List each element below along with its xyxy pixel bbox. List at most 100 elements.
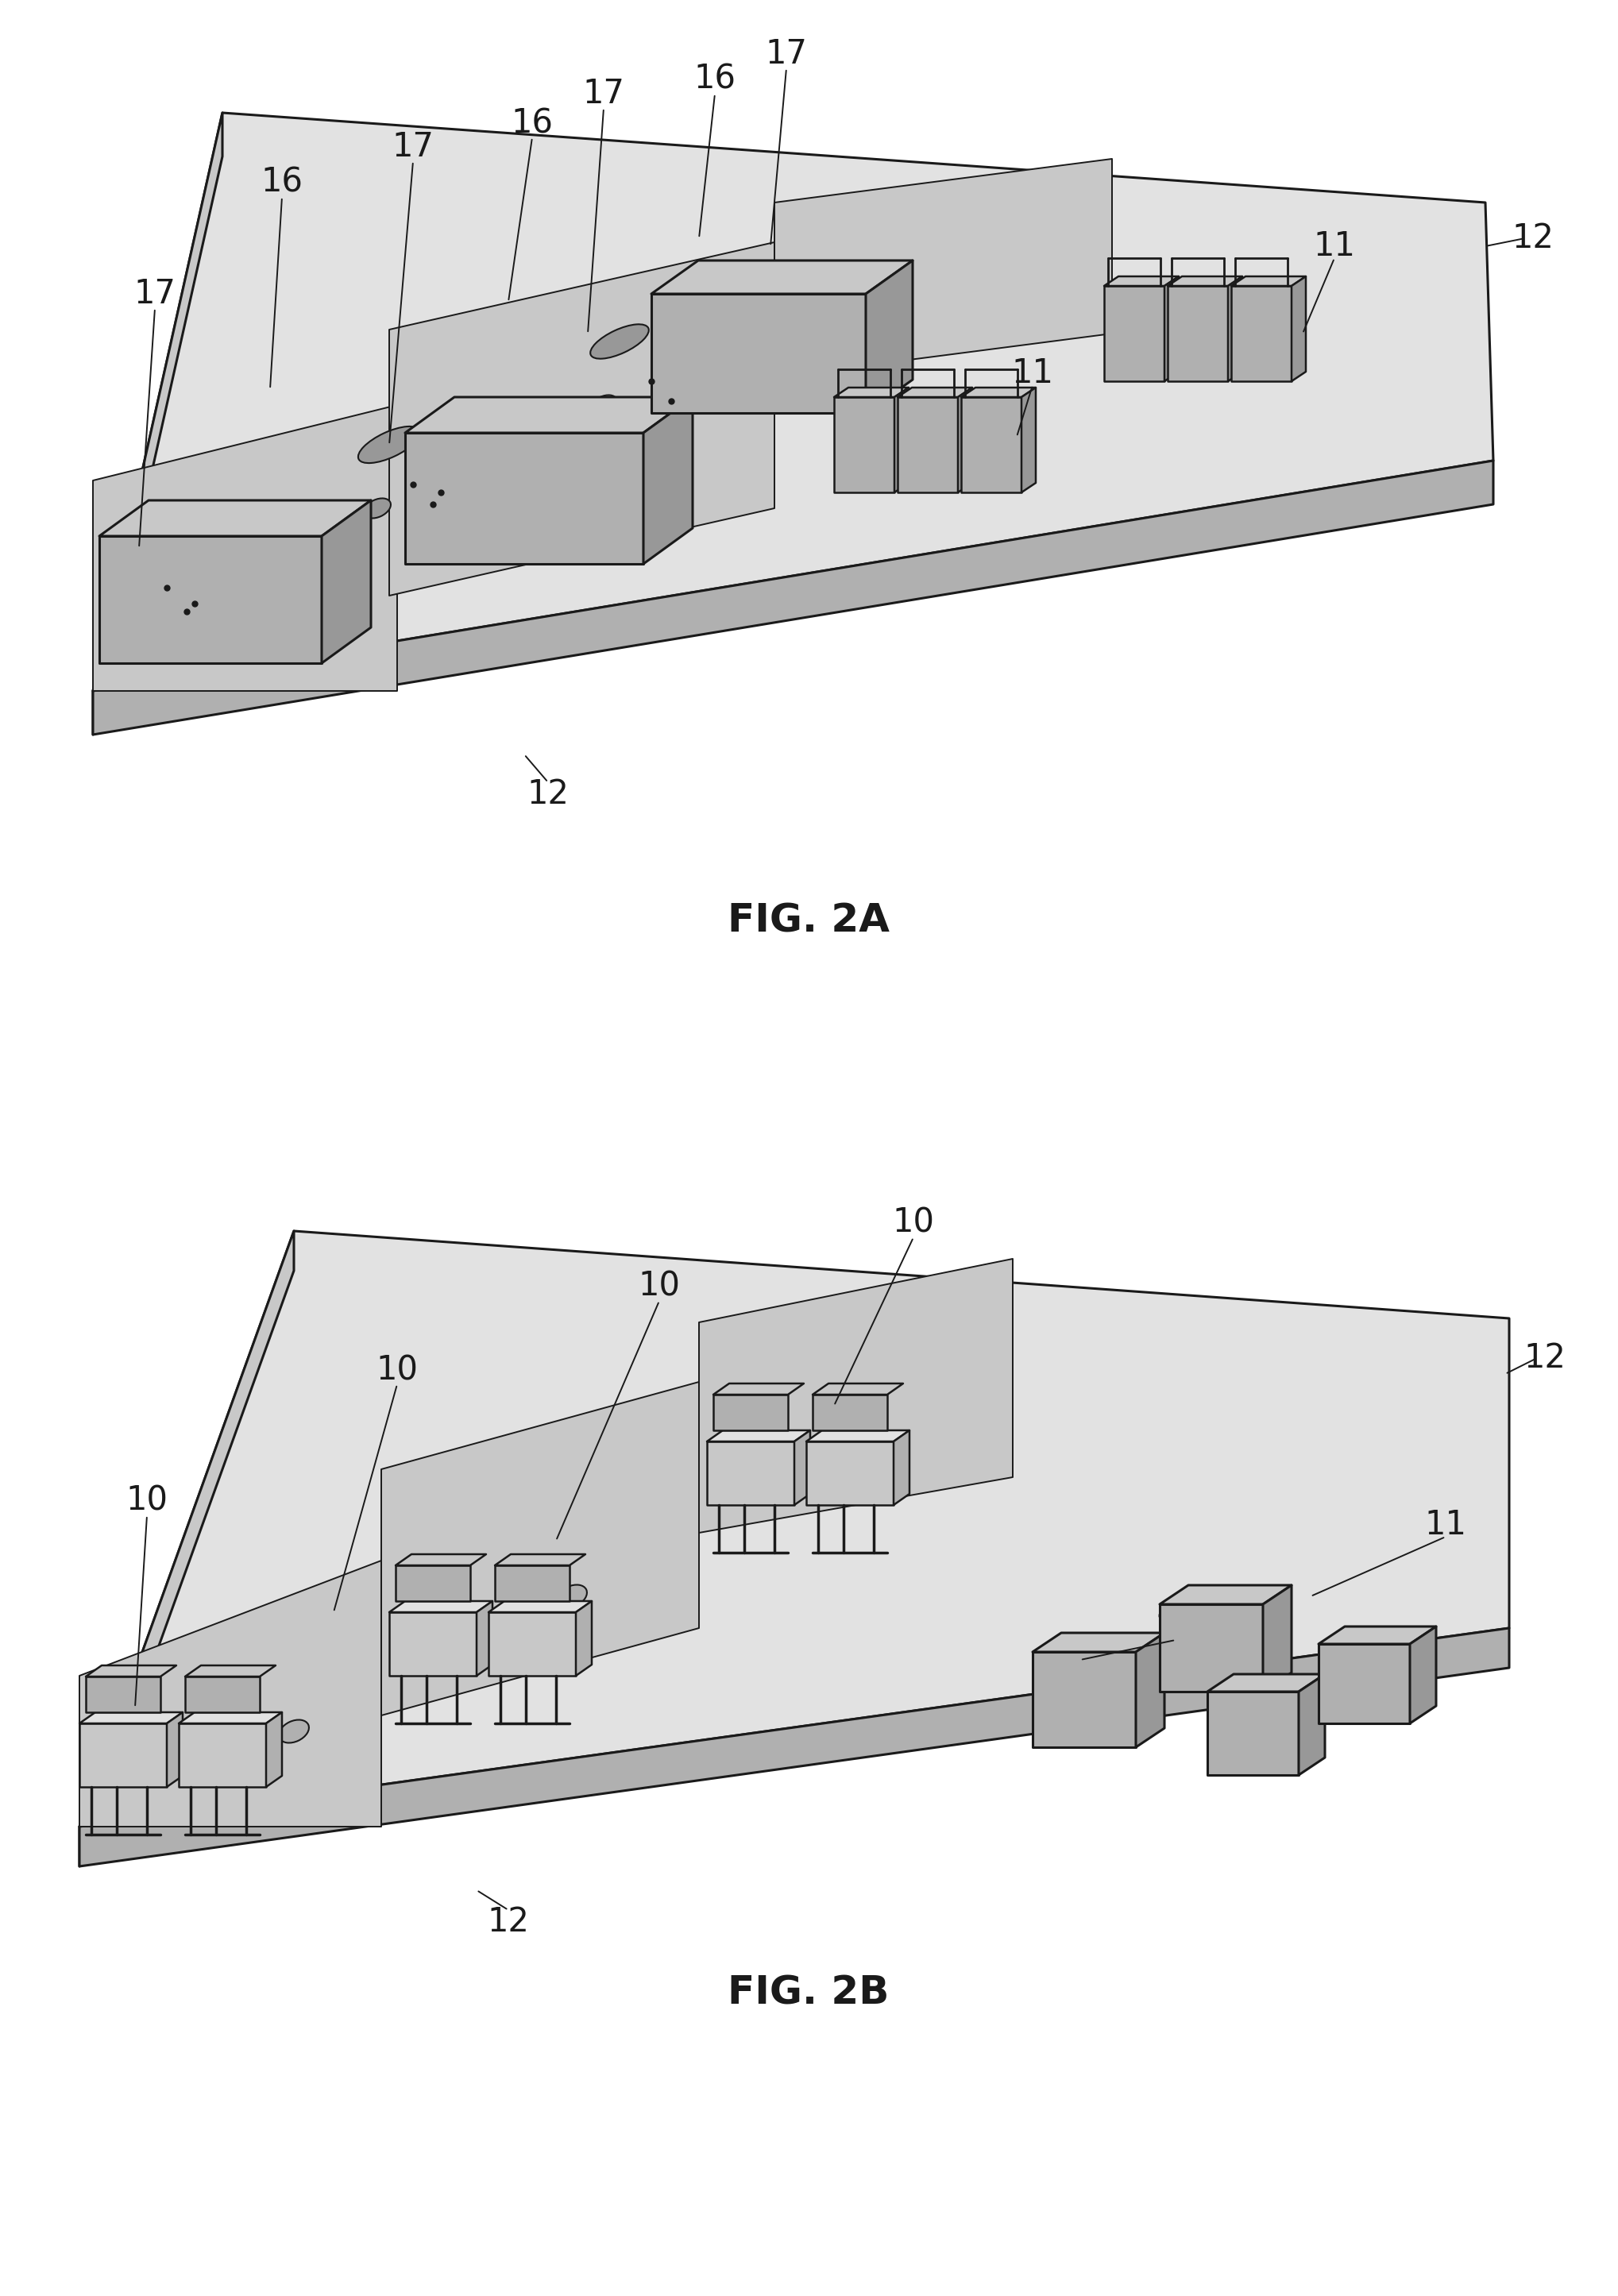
- Polygon shape: [775, 158, 1112, 377]
- Polygon shape: [1231, 276, 1306, 287]
- Ellipse shape: [591, 395, 616, 416]
- Polygon shape: [489, 1600, 592, 1612]
- Polygon shape: [707, 1442, 794, 1504]
- Polygon shape: [1160, 1605, 1264, 1692]
- Text: 11: 11: [1155, 1612, 1197, 1644]
- Polygon shape: [794, 1430, 811, 1504]
- Polygon shape: [644, 397, 693, 565]
- Polygon shape: [382, 1382, 699, 1715]
- Polygon shape: [961, 388, 1036, 397]
- Polygon shape: [833, 397, 895, 491]
- Polygon shape: [1103, 276, 1180, 287]
- Polygon shape: [79, 1231, 1510, 1828]
- Polygon shape: [99, 501, 371, 535]
- Polygon shape: [1207, 1674, 1325, 1692]
- Polygon shape: [1207, 1692, 1299, 1775]
- Polygon shape: [184, 1665, 275, 1676]
- Polygon shape: [812, 1394, 887, 1430]
- Polygon shape: [404, 397, 693, 434]
- Polygon shape: [866, 259, 913, 413]
- Ellipse shape: [278, 1720, 309, 1743]
- Polygon shape: [898, 397, 958, 491]
- Text: 17: 17: [765, 37, 807, 71]
- Polygon shape: [895, 388, 909, 491]
- Text: 12: 12: [487, 1906, 529, 1938]
- Text: 16: 16: [694, 62, 736, 96]
- Polygon shape: [86, 1665, 176, 1676]
- Ellipse shape: [358, 427, 421, 464]
- Polygon shape: [1264, 1584, 1291, 1692]
- Text: 17: 17: [392, 131, 434, 163]
- Text: 17: 17: [134, 278, 176, 310]
- Polygon shape: [707, 1430, 811, 1442]
- Polygon shape: [79, 1713, 183, 1724]
- Polygon shape: [714, 1394, 788, 1430]
- Text: 12: 12: [527, 778, 570, 810]
- Text: 17: 17: [582, 78, 625, 110]
- Polygon shape: [1032, 1632, 1165, 1651]
- Polygon shape: [1409, 1626, 1437, 1724]
- Polygon shape: [1032, 1651, 1136, 1747]
- Polygon shape: [806, 1430, 909, 1442]
- Polygon shape: [1228, 276, 1243, 381]
- Text: 10: 10: [126, 1483, 168, 1518]
- Polygon shape: [390, 1600, 492, 1612]
- Polygon shape: [576, 1600, 592, 1676]
- Polygon shape: [495, 1566, 570, 1600]
- Polygon shape: [812, 1384, 903, 1394]
- Polygon shape: [1168, 276, 1243, 287]
- Polygon shape: [1103, 287, 1165, 381]
- Polygon shape: [477, 1600, 492, 1676]
- Polygon shape: [833, 388, 909, 397]
- Polygon shape: [1291, 276, 1306, 381]
- Polygon shape: [961, 397, 1021, 491]
- Text: 16: 16: [260, 165, 303, 200]
- Polygon shape: [92, 461, 1493, 735]
- Polygon shape: [167, 1713, 183, 1786]
- Text: 12: 12: [1524, 1341, 1566, 1375]
- Polygon shape: [699, 1258, 1013, 1534]
- Text: 12: 12: [1511, 223, 1553, 255]
- Polygon shape: [958, 388, 972, 491]
- Polygon shape: [652, 259, 913, 294]
- Polygon shape: [86, 1676, 160, 1713]
- Text: 11: 11: [1011, 356, 1053, 390]
- Polygon shape: [92, 404, 396, 691]
- Polygon shape: [79, 1724, 167, 1786]
- Polygon shape: [1160, 1584, 1291, 1605]
- Text: 11: 11: [1424, 1508, 1466, 1541]
- Polygon shape: [898, 388, 972, 397]
- Polygon shape: [1021, 388, 1036, 491]
- Polygon shape: [1231, 287, 1291, 381]
- Polygon shape: [79, 1628, 1510, 1867]
- Polygon shape: [1319, 1644, 1409, 1724]
- Text: FIG. 2A: FIG. 2A: [728, 902, 890, 941]
- Polygon shape: [395, 1566, 471, 1600]
- Polygon shape: [322, 501, 371, 664]
- Polygon shape: [714, 1384, 804, 1394]
- Text: 10: 10: [637, 1270, 680, 1304]
- Polygon shape: [1319, 1626, 1437, 1644]
- Polygon shape: [1165, 276, 1180, 381]
- Polygon shape: [395, 1554, 485, 1566]
- Polygon shape: [404, 434, 644, 565]
- Polygon shape: [390, 1612, 477, 1676]
- Polygon shape: [178, 1724, 265, 1786]
- Polygon shape: [92, 113, 1493, 691]
- Text: 11: 11: [1314, 230, 1356, 262]
- Polygon shape: [489, 1612, 576, 1676]
- Ellipse shape: [557, 1584, 587, 1607]
- Text: 10: 10: [375, 1352, 417, 1387]
- Ellipse shape: [364, 498, 392, 519]
- Polygon shape: [1168, 287, 1228, 381]
- Polygon shape: [79, 1231, 294, 1867]
- Polygon shape: [92, 113, 222, 735]
- Polygon shape: [806, 1442, 893, 1504]
- Text: FIG. 2B: FIG. 2B: [728, 1975, 890, 2014]
- Polygon shape: [99, 535, 322, 664]
- Polygon shape: [652, 294, 866, 413]
- Text: 10: 10: [893, 1205, 935, 1240]
- Polygon shape: [1136, 1632, 1165, 1747]
- Polygon shape: [893, 1430, 909, 1504]
- Polygon shape: [178, 1713, 282, 1724]
